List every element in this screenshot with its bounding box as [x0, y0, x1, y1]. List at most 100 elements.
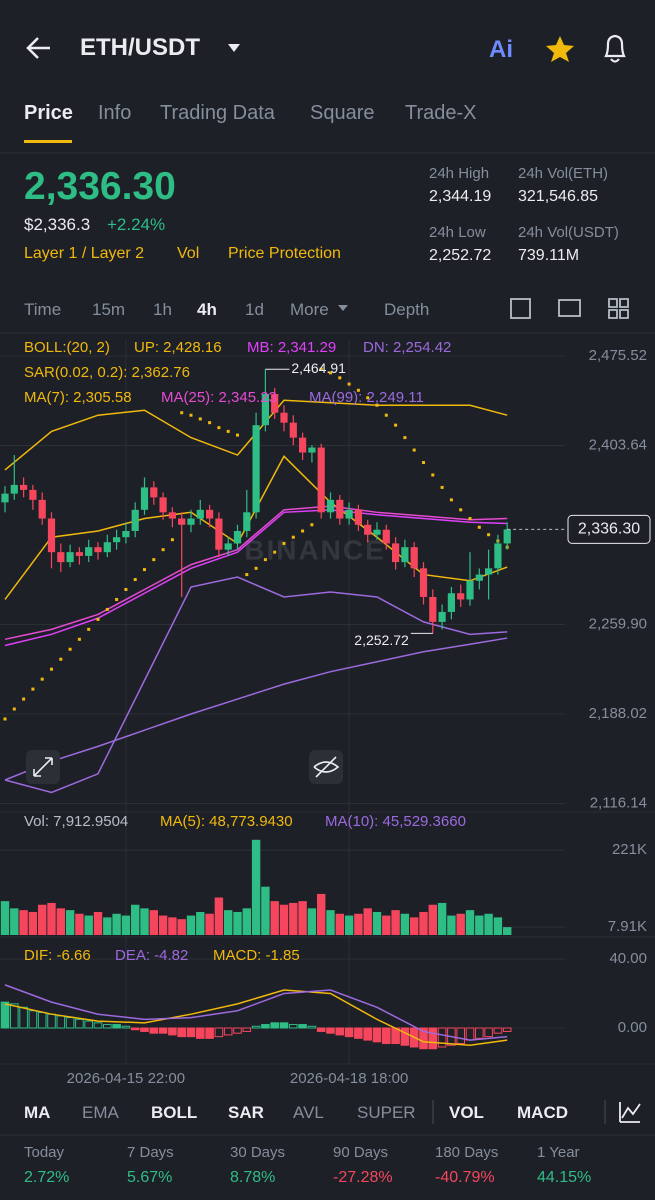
candle-body	[66, 552, 74, 563]
interval[interactable]: 1d	[245, 299, 264, 319]
volume-bar	[186, 915, 196, 935]
sar-dot	[329, 371, 332, 375]
tab[interactable]: Info	[98, 102, 132, 124]
macd-bar	[316, 1027, 326, 1032]
chart-icon[interactable]	[510, 298, 531, 319]
interval[interactable]: Depth	[384, 299, 430, 319]
sar-dot	[133, 578, 137, 582]
bell-icon[interactable]	[604, 34, 626, 63]
pair-title[interactable]: ETH/USDT	[80, 34, 200, 61]
ai-icon[interactable]: Ai	[489, 36, 513, 63]
chart-type-icon[interactable]	[619, 1102, 641, 1123]
interval[interactable]: 15m	[92, 299, 126, 319]
volume-bar	[354, 913, 363, 935]
candle-body	[215, 518, 223, 550]
expand-icon	[33, 757, 53, 777]
volume-bar	[465, 910, 475, 935]
period-label: 180 Days	[435, 1143, 499, 1161]
candle-body	[140, 487, 149, 510]
sar-dot	[40, 677, 44, 681]
tab[interactable]: Square	[310, 102, 375, 124]
sar-dot	[198, 417, 202, 421]
macd-bar	[298, 1024, 307, 1029]
period-label: 90 Days	[333, 1143, 389, 1161]
candle-body	[233, 530, 242, 544]
volume-bar	[0, 901, 10, 935]
macd-bar	[177, 1027, 186, 1038]
sar-dot	[105, 607, 109, 611]
sar-dot	[50, 667, 53, 671]
grid-icon[interactable]	[608, 298, 629, 319]
sar-dot	[459, 508, 463, 512]
sar-dot	[422, 461, 425, 465]
indicator-tab[interactable]: SAR	[228, 1102, 264, 1122]
more-caret[interactable]	[338, 305, 348, 311]
tab[interactable]: Trade-X	[405, 102, 477, 124]
sar-dot	[143, 568, 146, 572]
candle-body	[261, 394, 269, 426]
sar-dot	[403, 436, 407, 440]
candle-body	[94, 547, 102, 553]
sar-dot	[87, 627, 91, 631]
indicator-tab[interactable]: SUPER	[357, 1102, 416, 1122]
macd-bar	[428, 1027, 438, 1050]
legend-entry: MA(25): 2,345.23	[161, 389, 277, 406]
indicator-tab[interactable]: MACD	[517, 1102, 568, 1122]
candle-body	[75, 552, 83, 556]
macd-bar	[437, 1027, 447, 1048]
candle-body	[150, 487, 158, 498]
sar-dot	[124, 588, 128, 592]
pair-caret[interactable]	[228, 44, 240, 52]
interval[interactable]: 1h	[153, 299, 172, 319]
interval[interactable]: 4h	[197, 299, 217, 319]
candle-body	[57, 552, 65, 563]
candle-body	[494, 543, 502, 569]
tag[interactable]: Price Protection	[228, 245, 341, 262]
sar-dot	[291, 535, 295, 539]
macd-bar	[149, 1027, 159, 1034]
macd-bar	[19, 1006, 28, 1029]
interval[interactable]: Time	[24, 299, 62, 319]
macd-bar	[121, 1025, 131, 1029]
candle-body	[1, 493, 9, 503]
indicator-tab[interactable]: BOLL	[151, 1102, 198, 1122]
interval[interactable]: More	[290, 299, 329, 319]
tab[interactable]: Price	[24, 102, 73, 124]
indicator-tab[interactable]: AVL	[293, 1102, 324, 1122]
macd-bar	[186, 1027, 196, 1038]
settings-icon[interactable]	[558, 299, 581, 317]
sar-dot	[208, 421, 212, 425]
star-icon[interactable]	[546, 36, 574, 62]
volume-bar	[19, 910, 28, 935]
sar-dot	[22, 697, 26, 701]
indicator-tab[interactable]: VOL	[449, 1102, 484, 1122]
indicator-tab[interactable]: MA	[24, 1102, 51, 1122]
macd-bar	[251, 1025, 261, 1029]
candle-body	[457, 593, 465, 600]
tag[interactable]: Layer 1 / Layer 2	[24, 245, 145, 262]
annotation-label: 2,464.91	[291, 360, 346, 376]
sar-dot	[245, 573, 249, 577]
tab[interactable]: Trading Data	[160, 102, 275, 124]
indicator-tab[interactable]: EMA	[82, 1102, 119, 1122]
sar-dot	[12, 707, 16, 711]
macd-bar	[279, 1022, 289, 1029]
legend-entry: MB: 2,341.29	[247, 339, 336, 356]
sar-dot	[115, 597, 119, 601]
candle-body	[103, 542, 111, 553]
volume-bar	[158, 915, 168, 935]
sar-dot	[180, 411, 184, 415]
y-tick-label: 2,116.14	[590, 794, 647, 811]
volume-bar	[10, 908, 19, 935]
x-tick-label: 2026-04-18 18:00	[290, 1070, 408, 1087]
tag[interactable]: Vol	[177, 245, 200, 262]
back-icon[interactable]	[26, 37, 50, 59]
last-price-label: 2,336.30	[578, 521, 640, 538]
sar-dot	[77, 637, 81, 641]
sar-dot	[273, 550, 277, 554]
candle-body	[196, 509, 204, 519]
candle-body	[392, 543, 400, 563]
sar-dot	[449, 498, 453, 502]
candle-body	[206, 509, 214, 519]
